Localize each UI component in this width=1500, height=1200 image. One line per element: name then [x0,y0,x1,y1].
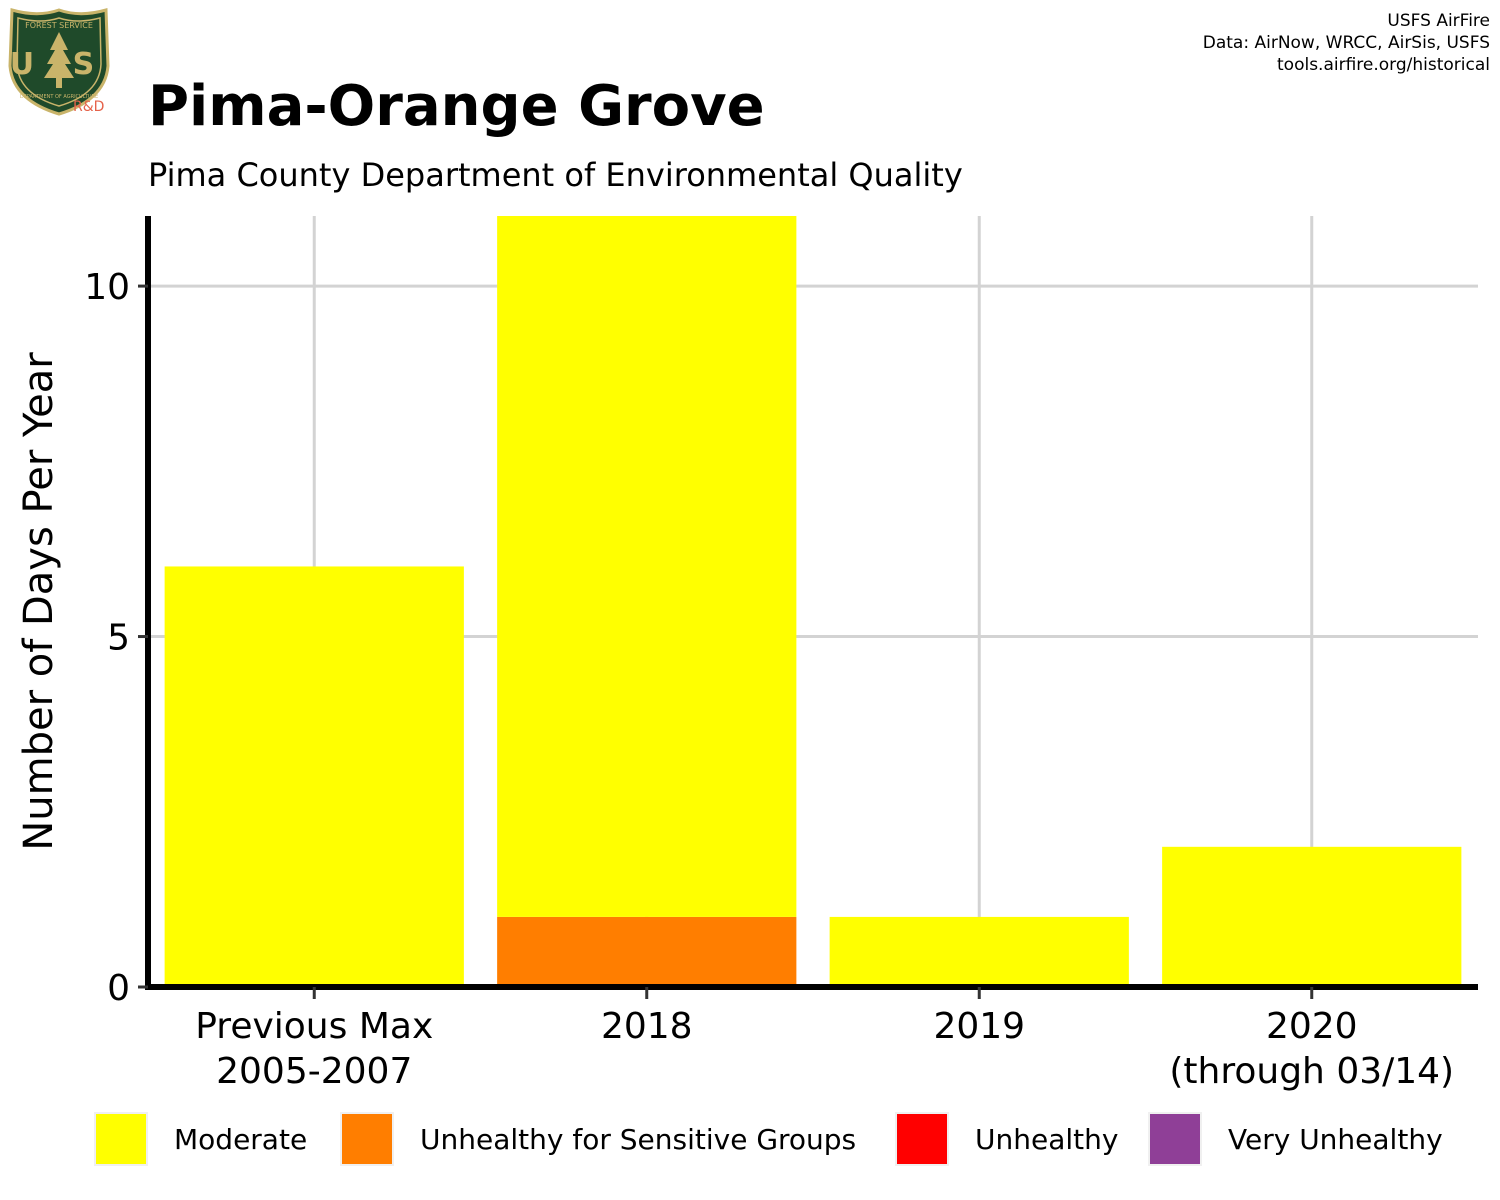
chart-title: Pima-Orange Grove [148,74,765,139]
legend-swatch [340,1112,394,1166]
x-tick-label: 2018 [601,1006,693,1047]
logo-letters: U S [10,47,108,82]
chart-subtitle: Pima County Department of Environmental … [148,156,963,194]
legend-item-moderate: Moderate [94,1110,307,1168]
legend-label: Very Unhealthy [1228,1122,1443,1156]
credit-line: tools.airfire.org/historical [1277,55,1490,75]
credit-line: Data: AirNow, WRCC, AirSis, USFS [1202,33,1490,53]
x-tick-label: 2005-2007 [216,1051,412,1092]
y-tick-label: 0 [107,968,130,1009]
legend-label: Moderate [174,1122,308,1156]
credit-line: USFS AirFire [1387,11,1490,31]
bar [829,916,1129,987]
legend-item-unhealthy: Unhealthy [895,1110,1118,1168]
bar [497,916,797,987]
logo-top-text: FOREST SERVICE [25,21,93,30]
legend-swatch [94,1112,148,1166]
legend: Moderate Unhealthy for Sensitive Groups … [0,1110,1500,1170]
x-tick-label: 2020 [1266,1006,1358,1047]
bar [164,566,464,987]
logo-tag: R&D [73,99,105,115]
legend-item-very-unhealthy: Very Unhealthy [1148,1110,1443,1168]
y-tick-label: 5 [107,618,130,659]
x-tick-label: Previous Max [195,1006,433,1047]
legend-swatch [895,1112,949,1166]
x-tick-label: 2019 [933,1006,1025,1047]
legend-label: Unhealthy for Sensitive Groups [420,1122,857,1156]
x-tick-label: (through 03/14) [1169,1051,1454,1092]
legend-label: Unhealthy [975,1122,1119,1156]
bar [1162,846,1462,987]
legend-item-usg: Unhealthy for Sensitive Groups [340,1110,856,1168]
bar [497,216,797,917]
y-axis-title: Number of Days Per Year [16,352,62,851]
logo-bottom-text: DEPARTMENT OF AGRICULTURE [20,94,98,100]
forest-service-shield-icon: U S FOREST SERVICE DEPARTMENT OF AGRICUL… [8,8,110,116]
legend-swatch [1148,1112,1202,1166]
y-tick-label: 10 [84,267,130,308]
credits: USFS AirFire Data: AirNow, WRCC, AirSis,… [1203,10,1490,76]
